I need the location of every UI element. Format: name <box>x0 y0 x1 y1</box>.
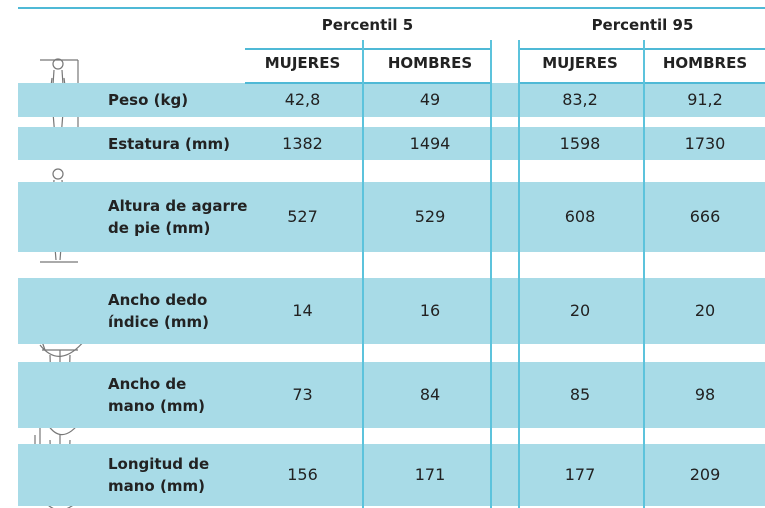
row-label: Peso (kg) <box>108 89 188 111</box>
cell-value: 20 <box>645 301 765 320</box>
row-label: de pie (mm) <box>108 217 210 239</box>
cell-value: 14 <box>245 301 360 320</box>
column-header: HOMBRES <box>370 54 490 72</box>
cell-value: 83,2 <box>520 90 640 109</box>
row-label: Ancho de <box>108 373 186 395</box>
row-label: mano (mm) <box>108 395 205 417</box>
column-divider <box>490 40 492 508</box>
cell-value: 209 <box>645 465 765 484</box>
cell-value: 1494 <box>370 134 490 153</box>
row-label: Ancho dedo <box>108 289 207 311</box>
cell-value: 42,8 <box>245 90 360 109</box>
cell-value: 16 <box>370 301 490 320</box>
table-page: Percentil 5 Percentil 95 MUJERES HOMBRES MUJ… <box>0 0 765 508</box>
cell-value: 98 <box>645 385 765 404</box>
group-header: Percentil 5 <box>245 16 490 34</box>
cell-value: 20 <box>520 301 640 320</box>
cell-value: 527 <box>245 207 360 226</box>
group-header: Percentil 95 <box>520 16 765 34</box>
cell-value: 1730 <box>645 134 765 153</box>
column-divider <box>362 40 364 508</box>
column-divider <box>518 40 520 508</box>
cell-value: 608 <box>520 207 640 226</box>
row-label: Altura de agarre <box>108 195 247 217</box>
cell-value: 73 <box>245 385 360 404</box>
cell-value: 177 <box>520 465 640 484</box>
header-rule <box>245 82 490 84</box>
cell-value: 49 <box>370 90 490 109</box>
column-header: MUJERES <box>520 54 640 72</box>
cell-value: 666 <box>645 207 765 226</box>
top-rule <box>18 7 765 9</box>
column-header: HOMBRES <box>645 54 765 72</box>
column-divider <box>643 40 645 508</box>
row-label: Longitud de <box>108 453 209 475</box>
cell-value: 529 <box>370 207 490 226</box>
cell-value: 85 <box>520 385 640 404</box>
row-label: mano (mm) <box>108 475 205 497</box>
row-label: índice (mm) <box>108 311 209 333</box>
row-label: Estatura (mm) <box>108 133 230 155</box>
header-rule <box>245 48 490 50</box>
cell-value: 1382 <box>245 134 360 153</box>
column-header: MUJERES <box>245 54 360 72</box>
cell-value: 156 <box>245 465 360 484</box>
cell-value: 84 <box>370 385 490 404</box>
cell-value: 91,2 <box>645 90 765 109</box>
cell-value: 1598 <box>520 134 640 153</box>
cell-value: 171 <box>370 465 490 484</box>
